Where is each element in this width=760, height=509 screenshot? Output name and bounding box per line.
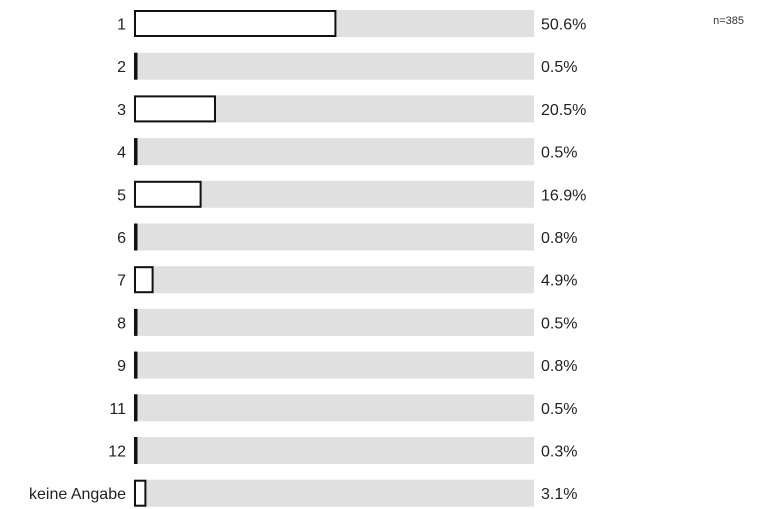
value-label: 0.5% <box>541 401 577 418</box>
value-label: 50.6% <box>541 17 586 34</box>
bar-6 <box>134 223 138 251</box>
category-label: 3 <box>117 102 126 119</box>
bar-4 <box>134 138 138 166</box>
category-label: keine Angabe <box>29 486 126 503</box>
category-label: 12 <box>108 444 126 461</box>
bar-track <box>134 351 534 379</box>
bar-8 <box>134 308 138 336</box>
bar-12 <box>134 437 138 464</box>
category-label: 9 <box>117 358 126 375</box>
bar-11 <box>134 394 138 422</box>
category-label: 5 <box>117 187 126 204</box>
bar-track <box>134 266 534 294</box>
value-label: 0.5% <box>541 59 577 76</box>
bar-track <box>134 308 534 336</box>
bar-track <box>134 394 534 422</box>
bar-1 <box>134 10 337 37</box>
value-label: 4.9% <box>541 273 577 290</box>
sample-size-label: n=385 <box>713 15 744 27</box>
bars-group: 1 50.6%2 0.5%3 20.5%4 0.5%5 16.9%6 0.8%7 4.9%8 0… <box>29 10 586 507</box>
bar-track <box>134 437 534 464</box>
category-label: 11 <box>109 401 126 418</box>
category-label: 4 <box>117 145 126 162</box>
bar-keine-angabe <box>134 479 147 507</box>
value-label: 0.5% <box>541 315 577 332</box>
category-label: 7 <box>117 273 126 290</box>
bar-track <box>134 479 534 507</box>
category-label: 1 <box>117 17 126 34</box>
value-label: 3.1% <box>541 486 577 503</box>
value-label: 0.3% <box>541 444 577 461</box>
value-label: 16.9% <box>541 187 586 204</box>
category-label: 8 <box>117 315 126 332</box>
bar-3 <box>134 95 216 123</box>
bar-2 <box>134 52 138 80</box>
category-label: 6 <box>117 230 126 247</box>
bar-5 <box>134 180 202 208</box>
bar-9 <box>134 351 138 379</box>
bar-7 <box>134 266 154 294</box>
value-label: 20.5% <box>541 102 586 119</box>
value-label: 0.8% <box>541 230 577 247</box>
bar-track <box>134 52 534 80</box>
value-label: 0.5% <box>541 145 577 162</box>
bar-track <box>134 223 534 251</box>
bar-track <box>134 138 534 166</box>
value-label: 0.8% <box>541 358 577 375</box>
category-label: 2 <box>117 59 126 76</box>
